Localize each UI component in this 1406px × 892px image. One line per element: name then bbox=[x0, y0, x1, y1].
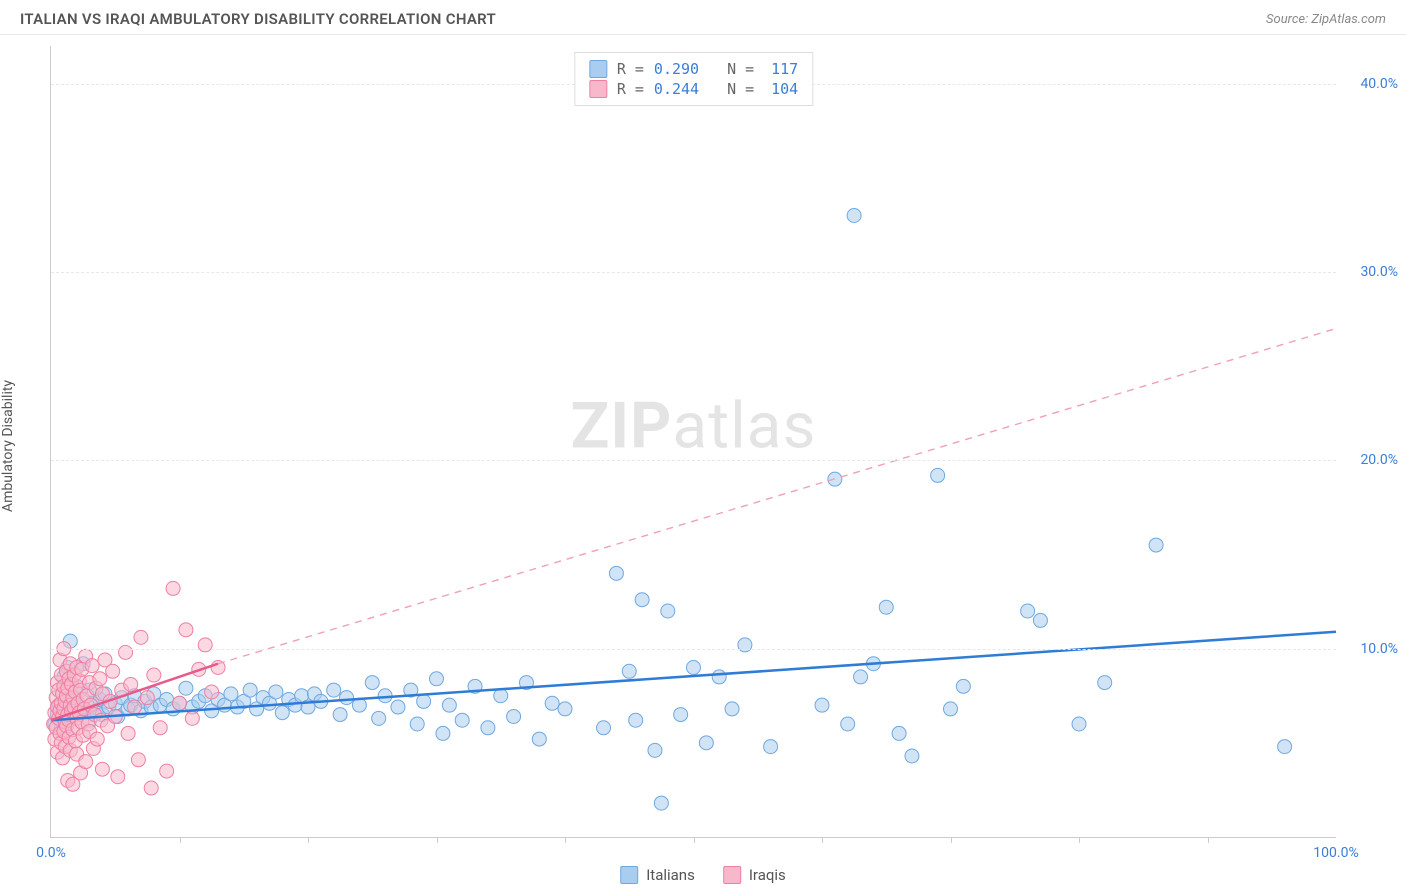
xtick-label: 100.0% bbox=[1313, 845, 1358, 861]
chart-source: Source: ZipAtlas.com bbox=[1266, 12, 1386, 27]
swatch-italians bbox=[589, 60, 607, 78]
stats-row-italians: R = 0.290 N = 117 bbox=[589, 59, 798, 79]
ytick-label: 30.0% bbox=[1360, 264, 1398, 280]
ytick-label: 40.0% bbox=[1360, 76, 1398, 92]
y-axis-label: Ambulatory Disability bbox=[0, 380, 16, 512]
chart-header: ITALIAN VS IRAQI AMBULATORY DISABILITY C… bbox=[0, 0, 1406, 35]
stats-row-iraqis: R = 0.244 N = 104 bbox=[589, 79, 798, 99]
xtick-label: 0.0% bbox=[36, 845, 66, 861]
ytick-label: 20.0% bbox=[1360, 452, 1398, 468]
scatter-svg bbox=[51, 46, 1336, 837]
swatch-iraqis bbox=[589, 80, 607, 98]
swatch-iraqis-icon bbox=[723, 866, 741, 884]
legend-item-italians: Italians bbox=[620, 866, 695, 884]
swatch-italians-icon bbox=[620, 866, 638, 884]
chart-title: ITALIAN VS IRAQI AMBULATORY DISABILITY C… bbox=[20, 10, 496, 28]
chart-plot-area: ZIPatlas R = 0.290 N = 117 R = 0.244 N =… bbox=[50, 46, 1336, 838]
ytick-label: 10.0% bbox=[1360, 641, 1398, 657]
stats-legend: R = 0.290 N = 117 R = 0.244 N = 104 bbox=[574, 52, 813, 106]
legend-item-iraqis: Iraqis bbox=[723, 866, 786, 884]
series-legend: Italians Iraqis bbox=[620, 866, 786, 884]
